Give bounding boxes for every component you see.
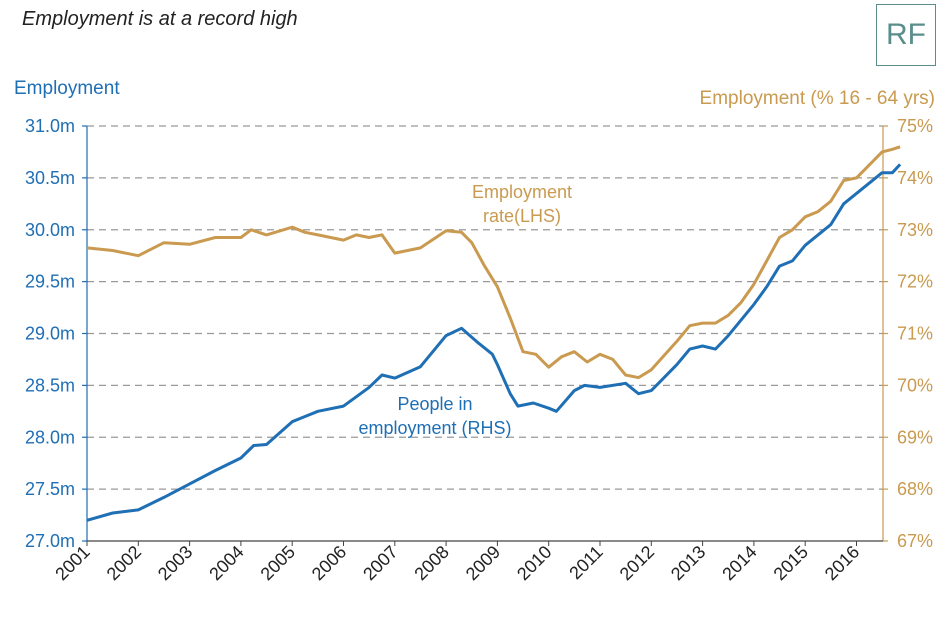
- left-tick-label: 30.0m: [25, 220, 75, 240]
- rf-logo: RF: [876, 4, 936, 66]
- left-tick-label: 29.5m: [25, 272, 75, 292]
- left-tick-label: 28.0m: [25, 427, 75, 447]
- x-tick-label: 2013: [667, 542, 709, 584]
- right-tick-label: 70%: [897, 375, 933, 395]
- gridlines: [87, 125, 883, 490]
- right-tick-label: 74%: [897, 168, 933, 188]
- employment-rate-line: [86, 145, 901, 380]
- axes: [82, 125, 888, 546]
- x-tick-label: 2003: [154, 542, 196, 584]
- left-tick-label: 29.0m: [25, 324, 75, 344]
- series-annotations: People in employment (RHS) Employment rate(…: [358, 182, 572, 438]
- employment-label: employment (RHS): [358, 418, 511, 438]
- x-tick-label: 2004: [205, 542, 247, 584]
- x-tick-label: 2006: [308, 542, 350, 584]
- left-tick-label: 27.0m: [25, 531, 75, 551]
- right-axis-title: Employment (% 16 - 64 yrs): [699, 88, 935, 109]
- right-tick-label: 72%: [897, 272, 933, 292]
- left-tick-label: 30.5m: [25, 168, 75, 188]
- left-tick-label: 27.5m: [25, 479, 75, 499]
- left-axis-title: Employment: [14, 78, 120, 99]
- chart-title: Employment is at a record high: [22, 8, 298, 30]
- x-tick-label: 2012: [616, 542, 658, 584]
- employment-label: People in: [397, 394, 472, 414]
- x-tick-label: 2005: [257, 542, 299, 584]
- x-tick-label: 2007: [359, 542, 401, 584]
- right-tick-label: 71%: [897, 324, 933, 344]
- x-tick-label: 2010: [513, 542, 555, 584]
- x-tick-label: 2009: [462, 542, 504, 584]
- right-tick-label: 67%: [897, 531, 933, 551]
- x-tick-label: 2014: [718, 542, 760, 584]
- x-tick-label: 2011: [565, 542, 607, 584]
- right-tick-label: 68%: [897, 479, 933, 499]
- x-tick-label: 2002: [103, 542, 145, 584]
- x-tick-label: 2008: [410, 542, 452, 584]
- series-lines: [86, 145, 902, 522]
- right-tick-label: 75%: [897, 116, 933, 136]
- right-tick-label: 69%: [897, 427, 933, 447]
- left-tick-label: 31.0m: [25, 116, 75, 136]
- right-tick-label: 73%: [897, 220, 933, 240]
- x-tick-label: 2016: [821, 542, 863, 584]
- left-tick-label: 28.5m: [25, 375, 75, 395]
- employment-line: [86, 163, 902, 522]
- employment-rate-label: Employment: [472, 182, 572, 202]
- x-tick-label: 2015: [770, 542, 812, 584]
- employment-rate-label: rate(LHS): [483, 206, 561, 226]
